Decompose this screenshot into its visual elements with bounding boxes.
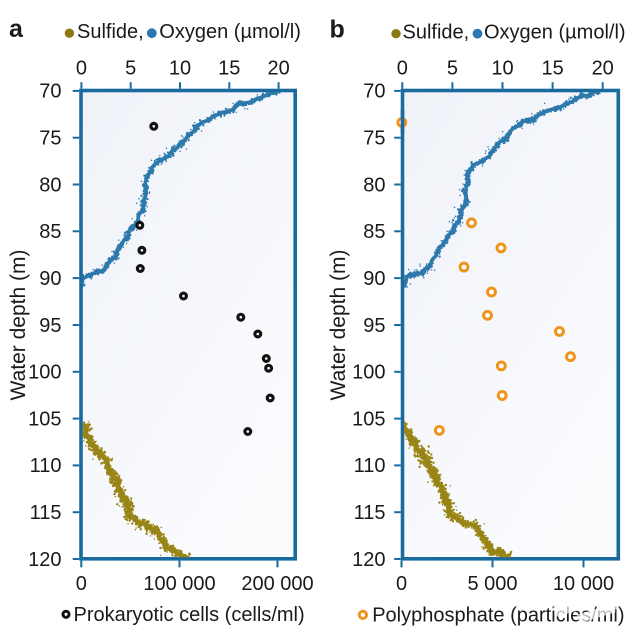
svg-text:85: 85 [39,221,61,243]
svg-text:105: 105 [28,408,61,430]
svg-text:75: 75 [39,128,61,150]
svg-text:10 000: 10 000 [553,573,614,595]
svg-text:0: 0 [76,58,87,80]
svg-text:0: 0 [396,573,407,595]
svg-text:200 000: 200 000 [241,573,313,595]
svg-text:10: 10 [491,58,513,80]
svg-text:95: 95 [363,315,385,337]
svg-text:85: 85 [363,221,385,243]
svg-text:Water depth (m): Water depth (m) [7,250,30,401]
svg-text:115: 115 [30,502,62,524]
svg-text:Oxygen (µmol/l): Oxygen (µmol/l) [484,22,626,44]
svg-text:110: 110 [354,455,386,477]
svg-text:75: 75 [363,128,385,150]
svg-text:80: 80 [39,174,61,196]
svg-text:15: 15 [218,58,240,80]
svg-text:Prokaryotic cells (cells/ml): Prokaryotic cells (cells/ml) [74,604,305,626]
svg-text:b: b [330,16,345,44]
svg-text:115: 115 [354,502,386,524]
svg-text:Oxygen (µmol/l): Oxygen (µmol/l) [159,21,301,43]
svg-text:15: 15 [541,58,563,80]
svg-text:5 000: 5 000 [467,573,517,595]
svg-text:20: 20 [267,58,289,80]
svg-text:110: 110 [30,455,62,477]
svg-text:120: 120 [28,549,61,571]
svg-text:a: a [9,15,24,43]
svg-text:0: 0 [397,58,408,80]
svg-text:80: 80 [363,174,385,196]
svg-text:100: 100 [352,362,385,384]
svg-text:Sulfide,: Sulfide, [403,22,470,44]
svg-text:90: 90 [39,268,61,290]
svg-text:Sulfide,: Sulfide, [77,21,144,43]
svg-text:20: 20 [592,58,614,80]
svg-text:10: 10 [169,58,191,80]
svg-text:5: 5 [125,58,136,80]
svg-text:100: 100 [28,362,61,384]
svg-text:Water depth (m): Water depth (m) [327,250,350,401]
svg-text:70: 70 [39,81,61,103]
svg-text:0: 0 [76,573,87,595]
svg-text:5: 5 [447,58,458,80]
svg-text:120: 120 [352,549,385,571]
svg-text:95: 95 [39,315,61,337]
svg-text:70: 70 [363,81,385,103]
svg-text:90: 90 [363,268,385,290]
svg-text:105: 105 [352,408,385,430]
svg-text:100 000: 100 000 [143,573,215,595]
